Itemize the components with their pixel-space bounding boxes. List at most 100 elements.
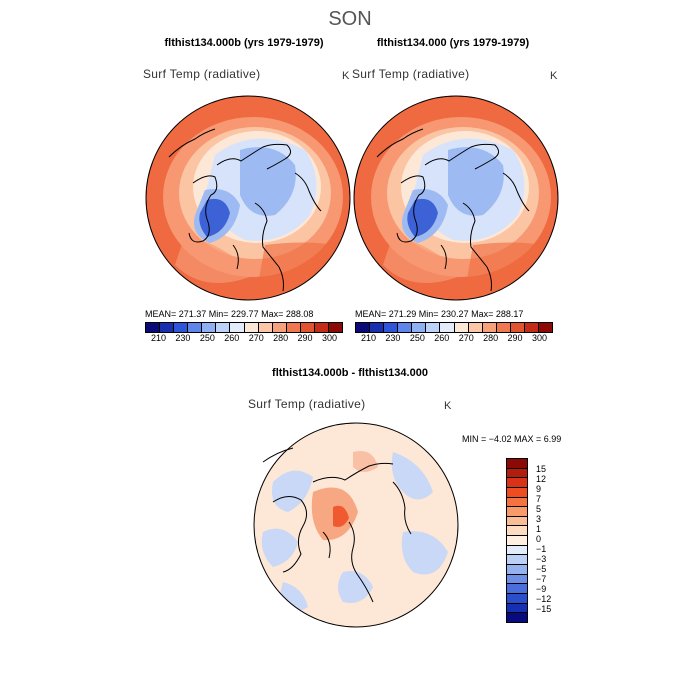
diff-colorbar-swatch [507,555,527,566]
panel-1-stats: MEAN= 271.37 Min= 229.77 Max= 288.08 [145,309,314,319]
colorbar-tick-label: 300 [531,333,547,343]
colorbar-tick-label: 210 [361,333,377,343]
diff-colorbar-swatch [507,565,527,575]
diff-panel-variable-label: Surf Temp (radiative) [248,397,366,411]
diff-colorbar-tick-label: −1 [536,544,547,554]
colorbar-swatch [188,323,203,332]
diff-colorbar-swatch [507,603,527,614]
colorbar-tick-label: 280 [273,333,289,343]
diff-colorbar-swatch [507,613,527,622]
colorbar-swatch [146,323,161,332]
colorbar-tick-label: 260 [434,333,450,343]
colorbar-tick-label: 270 [458,333,474,343]
diff-colorbar-swatch [507,545,527,556]
diff-colorbar-swatch [507,497,527,508]
diff-colorbar-swatch [507,584,527,594]
colorbar-tick-label: 290 [507,333,523,343]
colorbar-swatch [202,323,217,332]
colorbar-swatch [300,323,315,332]
diff-colorbar-swatch [507,536,527,546]
colorbar-swatch [440,323,455,332]
panel-2-polar-map [353,95,559,301]
colorbar-swatch [524,323,540,332]
diff-colorbar: 15 12 9 7 5 3 1 0 −1 −3 −5 −7 −9 −12 −15 [506,458,551,623]
panel-2-coastlines [376,128,530,292]
colorbar-tick-label: 250 [199,333,215,343]
diff-colorbar-swatches [506,458,528,623]
diff-colorbar-tick-label: 5 [536,504,542,514]
colorbar-swatch [230,323,245,332]
colorbar-swatch [174,323,189,332]
colorbar-swatch [510,323,525,332]
panel-2-stats: MEAN= 271.29 Min= 230.27 Max= 288.17 [355,309,524,319]
colorbar-swatch [496,323,511,332]
colorbar-tick-label: 250 [409,333,425,343]
diff-colorbar-tick-label: −9 [536,584,547,594]
colorbar-swatch [272,323,287,332]
diff-colorbar-tick-label: 3 [536,514,542,524]
panel-1-polar-map [145,95,351,301]
colorbar-swatch [160,323,175,332]
colorbar-tick-label: 300 [321,333,337,343]
diff-colorbar-swatch [507,468,527,479]
diff-panel-polar-map [253,422,459,628]
panel-2-title: flthist134.000 (yrs 1979-1979) [376,37,530,49]
panel-2-colorbar-ticks: 210 230 250 260 270 280 290 300 [361,333,547,343]
panel-1-colorbar-ticks: 210 230 250 260 270 280 290 300 [151,333,337,343]
diff-colorbar-labels: 15 12 9 7 5 3 1 0 −1 −3 −5 −7 −9 −12 −15 [536,464,551,614]
colorbar-swatch [244,323,259,332]
diff-colorbar-tick-label: −3 [536,554,547,564]
diff-colorbar-swatch [507,516,527,527]
season-title: SON [328,8,372,30]
diff-colorbar-swatch [507,593,527,604]
diff-colorbar-tick-label: 12 [536,474,547,484]
colorbar-tick-label: 280 [483,333,499,343]
diff-colorbar-swatch [507,507,527,517]
panel-1-title: flthist134.000b (yrs 1979-1979) [164,37,324,49]
colorbar-swatch [468,323,483,332]
colorbar-swatch [314,323,330,332]
colorbar-swatch [482,323,497,332]
colorbar-tick-label: 210 [151,333,167,343]
colorbar-tick-label: 290 [297,333,313,343]
colorbar-swatch [398,323,413,332]
diff-colorbar-swatch [507,459,527,469]
colorbar-tick-label: 230 [175,333,191,343]
panel-2-unit-label: K [550,70,558,82]
colorbar-tick-label: 270 [248,333,264,343]
panel-1-variable-label: Surf Temp (radiative) [143,67,261,81]
colorbar-swatch [454,323,469,332]
colorbar-swatch [356,323,371,332]
diff-colorbar-tick-label: −7 [536,574,547,584]
panel-2-colorbar: 210 230 250 260 270 280 290 300 [355,322,553,343]
diff-colorbar-tick-label: −5 [536,564,547,574]
diff-colorbar-tick-label: 0 [536,534,542,544]
diff-colorbar-swatch [507,478,527,488]
diff-colorbar-swatch [507,526,527,537]
colorbar-swatch [412,323,427,332]
diff-colorbar-tick-label: 1 [536,524,542,534]
panel-1-coastlines [168,128,322,292]
colorbar-swatch [258,323,273,332]
panel-2-variable-label: Surf Temp (radiative) [352,67,470,81]
diff-panel-unit-label: K [444,400,452,412]
panel-1-colorbar-swatches [145,322,343,333]
colorbar-tick-label: 230 [385,333,401,343]
panel-2-colorbar-swatches [355,322,553,333]
diff-colorbar-tick-label: 9 [536,484,542,494]
diff-panel-coastlines [262,447,412,603]
colorbar-swatch [370,323,385,332]
diff-panel-title: flthist134.000b - flthist134.000 [272,367,428,379]
diff-colorbar-swatch [507,487,527,498]
colorbar-swatch [384,323,399,332]
colorbar-swatch [426,323,441,332]
diff-colorbar-tick-label: 7 [536,494,542,504]
colorbar-swatch [539,323,553,332]
diff-colorbar-tick-label: 15 [536,464,547,474]
panel-2-temperature-field [354,96,558,300]
panel-1-unit-label: K [342,70,350,82]
colorbar-swatch [216,323,231,332]
diff-panel-min-max: MIN = −4.02 MAX = 6.99 [462,434,562,444]
colorbar-swatch [286,323,301,332]
diff-colorbar-swatch [507,574,527,585]
